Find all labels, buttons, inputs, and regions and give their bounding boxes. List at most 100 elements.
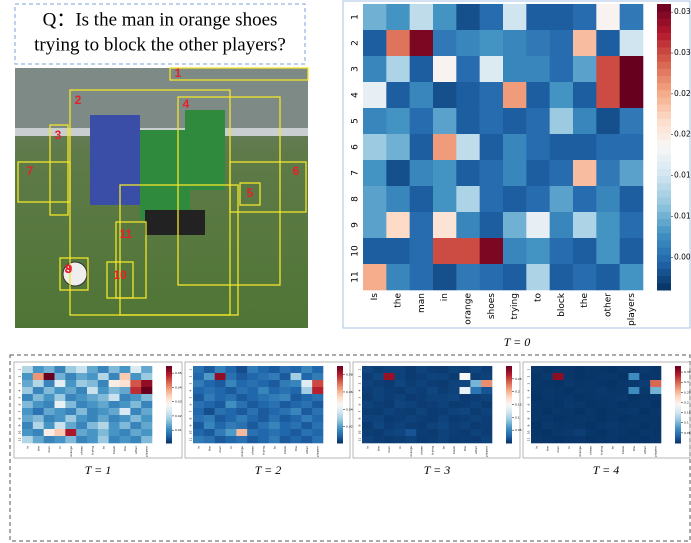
heatmap-cell <box>236 408 248 416</box>
heatmap-cell <box>650 380 662 388</box>
heatmap-cell <box>43 387 55 395</box>
heatmap-cell <box>119 387 131 395</box>
heatmap-cell <box>596 238 620 265</box>
heatmap-cell <box>585 415 597 423</box>
heatmap-cell <box>650 415 662 423</box>
heatmap-cell <box>416 415 428 423</box>
heatmap-cell <box>470 394 482 402</box>
column-label: players <box>316 446 320 457</box>
heatmap-cell <box>585 387 597 395</box>
heatmap-cell <box>639 380 651 388</box>
heatmap-cell <box>585 422 597 430</box>
heatmap-cell <box>459 394 471 402</box>
heatmap-cell <box>574 408 586 416</box>
heatmap-cell <box>531 408 543 416</box>
heatmap-cell <box>225 415 237 423</box>
row-label: 6 <box>526 403 530 405</box>
heatmap-cell <box>301 380 313 388</box>
heatmap-cell <box>301 394 313 402</box>
heatmap-cell <box>639 373 651 381</box>
row-label: 3 <box>526 382 530 384</box>
heatmap-cell <box>214 408 226 416</box>
heatmap-cell <box>290 422 302 430</box>
heatmap-cell <box>193 387 205 395</box>
column-label: shoes <box>420 446 424 455</box>
colorbar-segment <box>166 435 172 438</box>
heatmap-cell <box>362 394 374 402</box>
colorbar-segment <box>506 379 512 382</box>
heatmap-cell <box>394 429 406 437</box>
heatmap-cell <box>32 415 44 423</box>
heatmap-cell <box>97 387 109 395</box>
heatmap-cell <box>290 366 302 374</box>
colorbar-segment <box>337 435 343 438</box>
colorbar-segment <box>657 32 671 41</box>
colorbar-segment <box>166 417 172 421</box>
row-label: 5 <box>350 118 360 124</box>
colorbar-tick-label: 0.15 <box>684 411 691 415</box>
colorbar-segment <box>506 389 512 392</box>
colorbar-segment <box>337 439 343 442</box>
heatmap-cell <box>479 186 504 213</box>
heatmap-cell <box>130 373 142 381</box>
column-label: block <box>112 446 116 454</box>
row-label: 7 <box>350 170 360 176</box>
heatmap-cell <box>481 436 493 444</box>
heatmap-cell <box>409 212 434 239</box>
heatmap-cell <box>409 108 434 135</box>
heatmap-cell <box>108 422 120 430</box>
row-label: 10 <box>526 431 530 435</box>
heatmap-cell <box>405 373 417 381</box>
heatmap-cell <box>549 56 574 83</box>
colorbar-segment <box>657 68 671 76</box>
colorbar-segment <box>506 387 512 390</box>
heatmap-cell <box>503 30 527 57</box>
heatmap-cell <box>503 108 527 135</box>
heatmap-cell <box>503 238 527 265</box>
heatmap-cell <box>552 387 564 395</box>
column-label: to <box>610 446 614 449</box>
heatmap-cell <box>416 387 428 395</box>
heatmap-cell <box>247 366 259 374</box>
column-label: to <box>441 446 445 449</box>
heatmap-cell <box>247 387 259 395</box>
heatmap-cell <box>203 429 215 437</box>
heatmap-cell <box>43 408 55 416</box>
heatmap-cell <box>386 82 410 109</box>
heatmap-cell <box>619 108 644 135</box>
heatmap-cell <box>405 394 417 402</box>
heatmap-cell <box>433 82 457 109</box>
heatmap-cell <box>65 401 77 409</box>
colorbar-segment <box>166 381 172 384</box>
heatmap-cell <box>437 366 449 374</box>
heatmap-cell <box>290 415 302 423</box>
colorbar-segment <box>506 383 512 386</box>
heatmap-cell <box>456 4 480 31</box>
heatmap-cell <box>372 373 384 381</box>
colorbar-segment <box>657 54 671 62</box>
column-label: block <box>621 446 625 454</box>
heatmap-cell <box>448 387 460 395</box>
box-label: 7 <box>27 164 34 178</box>
heatmap-cell <box>362 429 374 437</box>
heatmap-cell <box>290 380 302 388</box>
row-label: 3 <box>188 382 192 384</box>
row-label: 8 <box>17 417 21 419</box>
heatmap-cell <box>619 238 644 265</box>
question-line: trying to block the other players? <box>34 34 286 55</box>
heatmap-cell <box>372 387 384 395</box>
row-label: 8 <box>526 417 530 419</box>
heatmap-cell <box>574 373 586 381</box>
colorbar-segment <box>166 421 172 425</box>
column-label: trying <box>90 446 94 455</box>
heatmap-cell <box>76 429 88 437</box>
heatmap-cell <box>108 366 120 374</box>
heatmap-cell <box>22 415 34 423</box>
heatmap-cell <box>43 422 55 430</box>
column-label: players <box>145 446 149 457</box>
heatmap-cell <box>386 160 410 187</box>
heatmap-cell <box>386 30 410 57</box>
heatmap-cell <box>552 401 564 409</box>
colorbar-segment <box>166 371 172 375</box>
